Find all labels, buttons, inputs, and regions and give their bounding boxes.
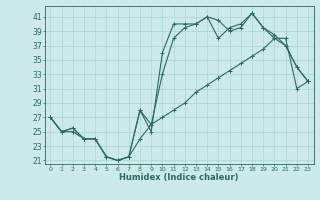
X-axis label: Humidex (Indice chaleur): Humidex (Indice chaleur)	[119, 173, 239, 182]
